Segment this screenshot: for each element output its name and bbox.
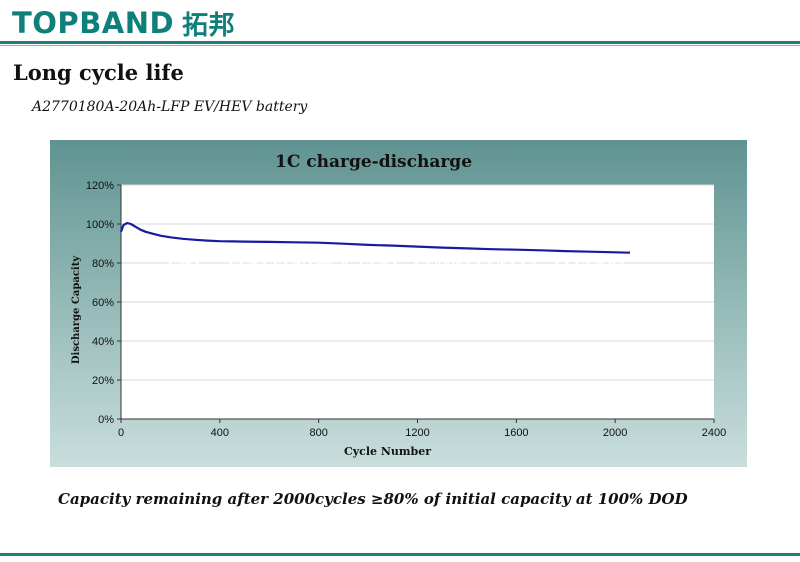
x-tick-label: 1600 [504, 427, 528, 439]
logo-chinese-text: 拓邦 [182, 10, 236, 41]
x-tick-label: 400 [211, 427, 229, 439]
capacity-caption: Capacity remaining after 2000cycles ≥80%… [58, 490, 688, 508]
x-tick-label: 0 [118, 427, 124, 439]
footer-divider [0, 553, 800, 556]
y-axis-label: Discharge Capacity [71, 255, 82, 364]
y-tick-label: 60% [92, 297, 114, 309]
y-tick-label: 20% [92, 375, 114, 387]
chart-panel: 1C charge-discharge 0% 20% 40% 60% 80% 100% 120… [50, 140, 747, 467]
x-axis-label: Cycle Number [344, 445, 431, 458]
x-tick-label: 2000 [603, 427, 627, 439]
chart-title: 1C charge-discharge [275, 152, 472, 172]
topband-logo: TOPBAND 拓邦 [12, 6, 236, 41]
x-tick-label: 2400 [702, 427, 726, 439]
header-divider [0, 41, 800, 44]
capacity-chart: 1C charge-discharge 0% 20% 40% 60% 80% 100% 120… [71, 152, 726, 458]
logo-text: TOPBAND [12, 6, 175, 40]
y-tick-label: 100% [86, 219, 114, 231]
page-title: Long cycle life [13, 60, 184, 85]
x-tick-label: 800 [309, 427, 327, 439]
y-tick-label: 40% [92, 336, 114, 348]
y-tick-label: 0% [98, 414, 114, 426]
header-divider-thin [0, 45, 800, 46]
x-tick-label: 1200 [405, 427, 429, 439]
page-subtitle: A2770180A-20Ah-LFP EV/HEV battery [32, 99, 308, 115]
y-tick-label: 80% [92, 258, 114, 270]
y-tick-label: 120% [86, 180, 114, 192]
series-line-0 [119, 221, 631, 254]
